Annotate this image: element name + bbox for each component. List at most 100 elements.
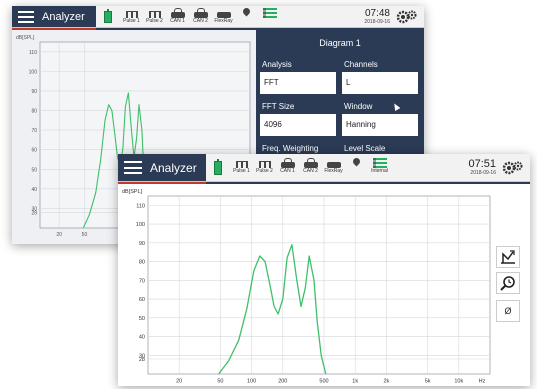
freq-weighting-label: Freq. Weighting xyxy=(262,144,319,153)
marker-tool-button[interactable] xyxy=(496,246,520,268)
spectrum-series-line xyxy=(82,92,150,229)
x-tick-label: 10k xyxy=(454,379,463,385)
x-tick-label: 200 xyxy=(278,379,287,385)
port-gps[interactable] xyxy=(235,8,258,25)
channels-select[interactable]: L xyxy=(342,72,418,94)
port-internal[interactable] xyxy=(258,8,281,25)
port-flexray[interactable]: FlexRay xyxy=(322,158,345,175)
port-status-list: Pulse 1 Pulse 2 CAN 1 CAN 2 FlexRay xyxy=(230,158,391,175)
signal-bars-icon xyxy=(262,8,277,18)
battery-icon xyxy=(104,9,112,23)
active-tab-indicator xyxy=(12,28,96,30)
pulse-icon xyxy=(125,11,138,18)
analyzer-window-front: Analyzer Pulse 1 Pulse 2 CAN 1 CAN 2 xyxy=(118,154,530,386)
settings-gear-icon[interactable] xyxy=(502,160,524,176)
app-menu-button[interactable]: Analyzer xyxy=(12,6,96,27)
port-can-2[interactable]: CAN 2 xyxy=(299,158,322,175)
port-pulse-1[interactable]: Pulse 1 xyxy=(120,8,143,25)
zoom-icon xyxy=(500,276,515,291)
y-tick-label: 80 xyxy=(139,260,145,266)
battery-icon xyxy=(214,159,222,175)
x-tick-label: 5k xyxy=(425,379,431,385)
hamburger-menu-icon xyxy=(18,10,34,23)
signal-bars-icon xyxy=(372,158,387,168)
pulse-icon xyxy=(235,161,248,168)
status-bar: Analyzer Pulse 1 Pulse 2 CAN 1 CAN 2 xyxy=(118,154,530,182)
analysis-select[interactable]: FFT xyxy=(260,72,336,94)
pulse-icon xyxy=(258,161,271,168)
port-label: CAN 1 xyxy=(170,18,185,24)
port-label: FlexRay xyxy=(214,18,233,24)
y-axis-label: dB[SPL] xyxy=(16,35,35,41)
port-label: Pulse 1 xyxy=(123,18,140,24)
port-pulse-2[interactable]: Pulse 2 xyxy=(143,8,166,25)
port-label: Internal xyxy=(371,168,388,174)
y-axis-label: dB[SPL] xyxy=(122,189,143,195)
active-tab-indicator xyxy=(118,182,206,184)
pulse-icon xyxy=(148,11,161,18)
window-select[interactable]: Hanning xyxy=(342,114,418,136)
y-tick-label: 50 xyxy=(139,316,145,322)
port-internal[interactable]: Internal xyxy=(368,158,391,175)
y-tick-label: 30 xyxy=(139,353,145,359)
fft-size-label: FFT Size xyxy=(262,102,295,111)
port-label: CAN 2 xyxy=(193,18,208,24)
app-title: Analyzer xyxy=(150,160,197,175)
y-tick-label: 110 xyxy=(29,50,37,56)
y-tick-label: 70 xyxy=(139,278,145,284)
fft-size-select[interactable]: 4096 xyxy=(260,114,336,136)
port-can-2[interactable]: CAN 2 xyxy=(189,8,212,25)
clock: 07:48 2018-09-16 xyxy=(364,8,390,26)
flexray-icon xyxy=(326,162,341,168)
hamburger-menu-icon xyxy=(124,161,142,174)
port-can-1[interactable]: CAN 1 xyxy=(276,158,299,175)
port-status-list: Pulse 1 Pulse 2 CAN 1 CAN 2 FlexRay xyxy=(120,8,281,25)
y-tick-label: 40 xyxy=(31,187,37,193)
x-tick-label: 500 xyxy=(319,379,328,385)
spectrum-series-line xyxy=(218,244,327,375)
y-tick-label: 50 xyxy=(31,167,37,173)
y-tick-label: 28 xyxy=(139,357,145,363)
y-tick-label: 90 xyxy=(31,89,37,95)
y-tick-label: 100 xyxy=(29,69,38,75)
clock-time: 07:51 xyxy=(468,158,496,170)
y-tick-label: 70 xyxy=(31,128,37,134)
port-flexray[interactable]: FlexRay xyxy=(212,8,235,25)
marker-icon xyxy=(501,250,515,264)
port-gps[interactable] xyxy=(345,158,368,175)
y-tick-label: 100 xyxy=(136,222,145,228)
can-icon xyxy=(303,158,318,168)
can-icon xyxy=(280,158,295,168)
y-tick-label: 110 xyxy=(136,203,145,209)
level-scale-label: Level Scale xyxy=(344,144,386,153)
port-pulse-2[interactable]: Pulse 2 xyxy=(253,158,276,175)
flexray-icon xyxy=(216,12,231,18)
zoom-tool-button[interactable] xyxy=(496,272,520,294)
y-tick-label: 30 xyxy=(31,206,37,212)
x-tick-label: Hz xyxy=(479,379,486,385)
port-label: Pulse 1 xyxy=(233,168,250,174)
y-tick-label: 90 xyxy=(139,241,145,247)
reset-tool-button[interactable]: Ø xyxy=(496,300,520,322)
port-label: Pulse 2 xyxy=(256,168,273,174)
port-label: CAN 1 xyxy=(280,168,295,174)
port-can-1[interactable]: CAN 1 xyxy=(166,8,189,25)
y-tick-label: 80 xyxy=(31,109,37,115)
clock: 07:51 2018-09-16 xyxy=(468,158,496,177)
port-label: FlexRay xyxy=(324,168,343,174)
app-menu-button[interactable]: Analyzer xyxy=(118,154,206,181)
gps-pin-icon xyxy=(352,158,362,168)
x-tick-label: 20 xyxy=(176,379,182,385)
x-tick-label: 20 xyxy=(56,232,62,238)
clock-time: 07:48 xyxy=(364,8,390,19)
port-pulse-1[interactable]: Pulse 1 xyxy=(230,158,253,175)
settings-gear-icon[interactable] xyxy=(396,9,418,25)
gps-pin-icon xyxy=(242,8,252,18)
y-tick-label: 60 xyxy=(31,148,37,154)
spectrum-plot-front[interactable]: 110 100 90 80 70 60 50 40 30 28 20 50 100 200 500 1k 2k 5… xyxy=(118,184,530,386)
channels-label: Channels xyxy=(344,60,378,69)
clock-date: 2018-09-16 xyxy=(364,19,390,25)
x-tick-label: 1k xyxy=(352,379,358,385)
port-label: CAN 2 xyxy=(303,168,318,174)
